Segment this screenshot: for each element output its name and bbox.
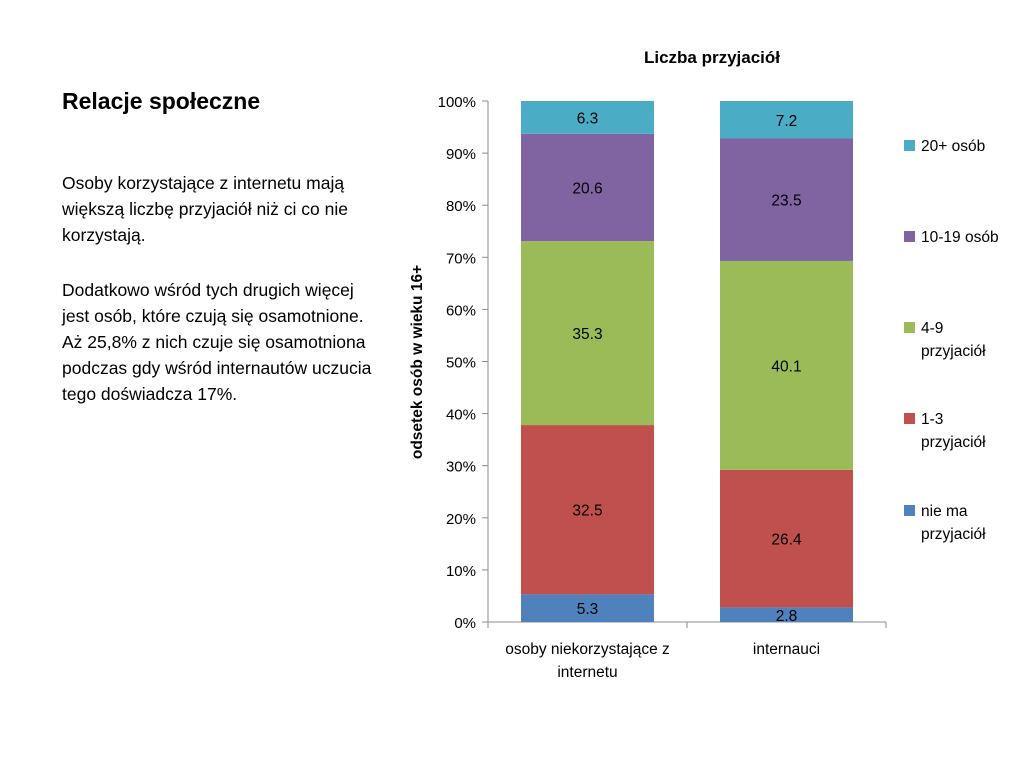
y-tick-label: 70%: [446, 250, 476, 267]
x-tick-label: internetu: [557, 664, 617, 681]
legend-label: nie ma: [921, 503, 968, 520]
y-tick-label: 50%: [446, 355, 476, 372]
data-label: 40.1: [771, 358, 801, 375]
bar-segment: [720, 138, 853, 261]
y-tick-label: 90%: [446, 146, 476, 163]
legend-label: przyjaciół: [921, 343, 986, 360]
chart-title: Liczba przyjaciół: [644, 48, 780, 67]
y-tick-label: 20%: [446, 511, 476, 528]
x-tick-label: internauci: [753, 641, 820, 658]
chart-bars: 5.3 32.5 35.3 20.6 6.3 2.8 26.4 40.1 23.5 7.2: [521, 101, 853, 625]
legend-label: przyjaciół: [921, 434, 986, 451]
legend-label: 4-9: [921, 320, 943, 337]
y-tick-label: 30%: [446, 459, 476, 476]
y-tick-label: 80%: [446, 198, 476, 215]
legend-label: 10-19 osób: [921, 229, 999, 246]
bar-segment: [521, 133, 654, 242]
bar-segment: [720, 607, 853, 622]
legend-label: 20+ osób: [921, 138, 985, 155]
slide-body-text: Osoby korzystające z internetu mają więk…: [62, 170, 382, 436]
y-tick-label: 40%: [446, 407, 476, 424]
x-tick-label: osoby niekorzystające z: [505, 641, 670, 658]
bar-segment: [521, 101, 654, 134]
bar-segment: [521, 594, 654, 622]
y-tick-label: 0%: [454, 615, 476, 632]
x-axis-labels: osoby niekorzystające z internetu internau…: [505, 641, 820, 681]
y-tick-label: 10%: [446, 563, 476, 580]
y-tick-label: 60%: [446, 302, 476, 319]
data-label: 6.3: [577, 110, 599, 127]
legend-swatch: [904, 322, 915, 333]
legend-swatch: [904, 505, 915, 516]
legend-swatch: [904, 413, 915, 424]
paragraph-2: Dodatkowo wśród tych drugich więcej jest…: [62, 280, 372, 404]
y-tick-label: 100%: [438, 94, 476, 111]
bar-segment: [521, 425, 654, 595]
bar-segment: [521, 241, 654, 426]
chart-legend: 20+ osób 10-19 osób 4-9 przyjaciół 1-3 przyja…: [904, 138, 999, 543]
data-label: 5.3: [577, 601, 599, 618]
legend-swatch: [904, 231, 915, 242]
data-label: 20.6: [572, 180, 602, 197]
legend-swatch: [904, 140, 915, 151]
slide-title: Relacje społeczne: [62, 88, 261, 114]
legend-label: przyjaciół: [921, 526, 986, 543]
data-label: 2.8: [776, 608, 798, 625]
bar-segment: [720, 469, 853, 608]
legend-label: 1-3: [921, 411, 943, 428]
data-label: 32.5: [572, 503, 602, 520]
data-label: 26.4: [771, 532, 802, 549]
data-label: 35.3: [572, 326, 602, 343]
data-label: 23.5: [771, 193, 801, 210]
paragraph-1: Osoby korzystające z internetu mają więk…: [62, 173, 348, 245]
bar-segment: [720, 260, 853, 470]
data-label: 7.2: [776, 113, 798, 130]
y-axis-label: odsetek osób w wieku 16+: [409, 265, 426, 459]
bar-segment: [720, 101, 853, 139]
